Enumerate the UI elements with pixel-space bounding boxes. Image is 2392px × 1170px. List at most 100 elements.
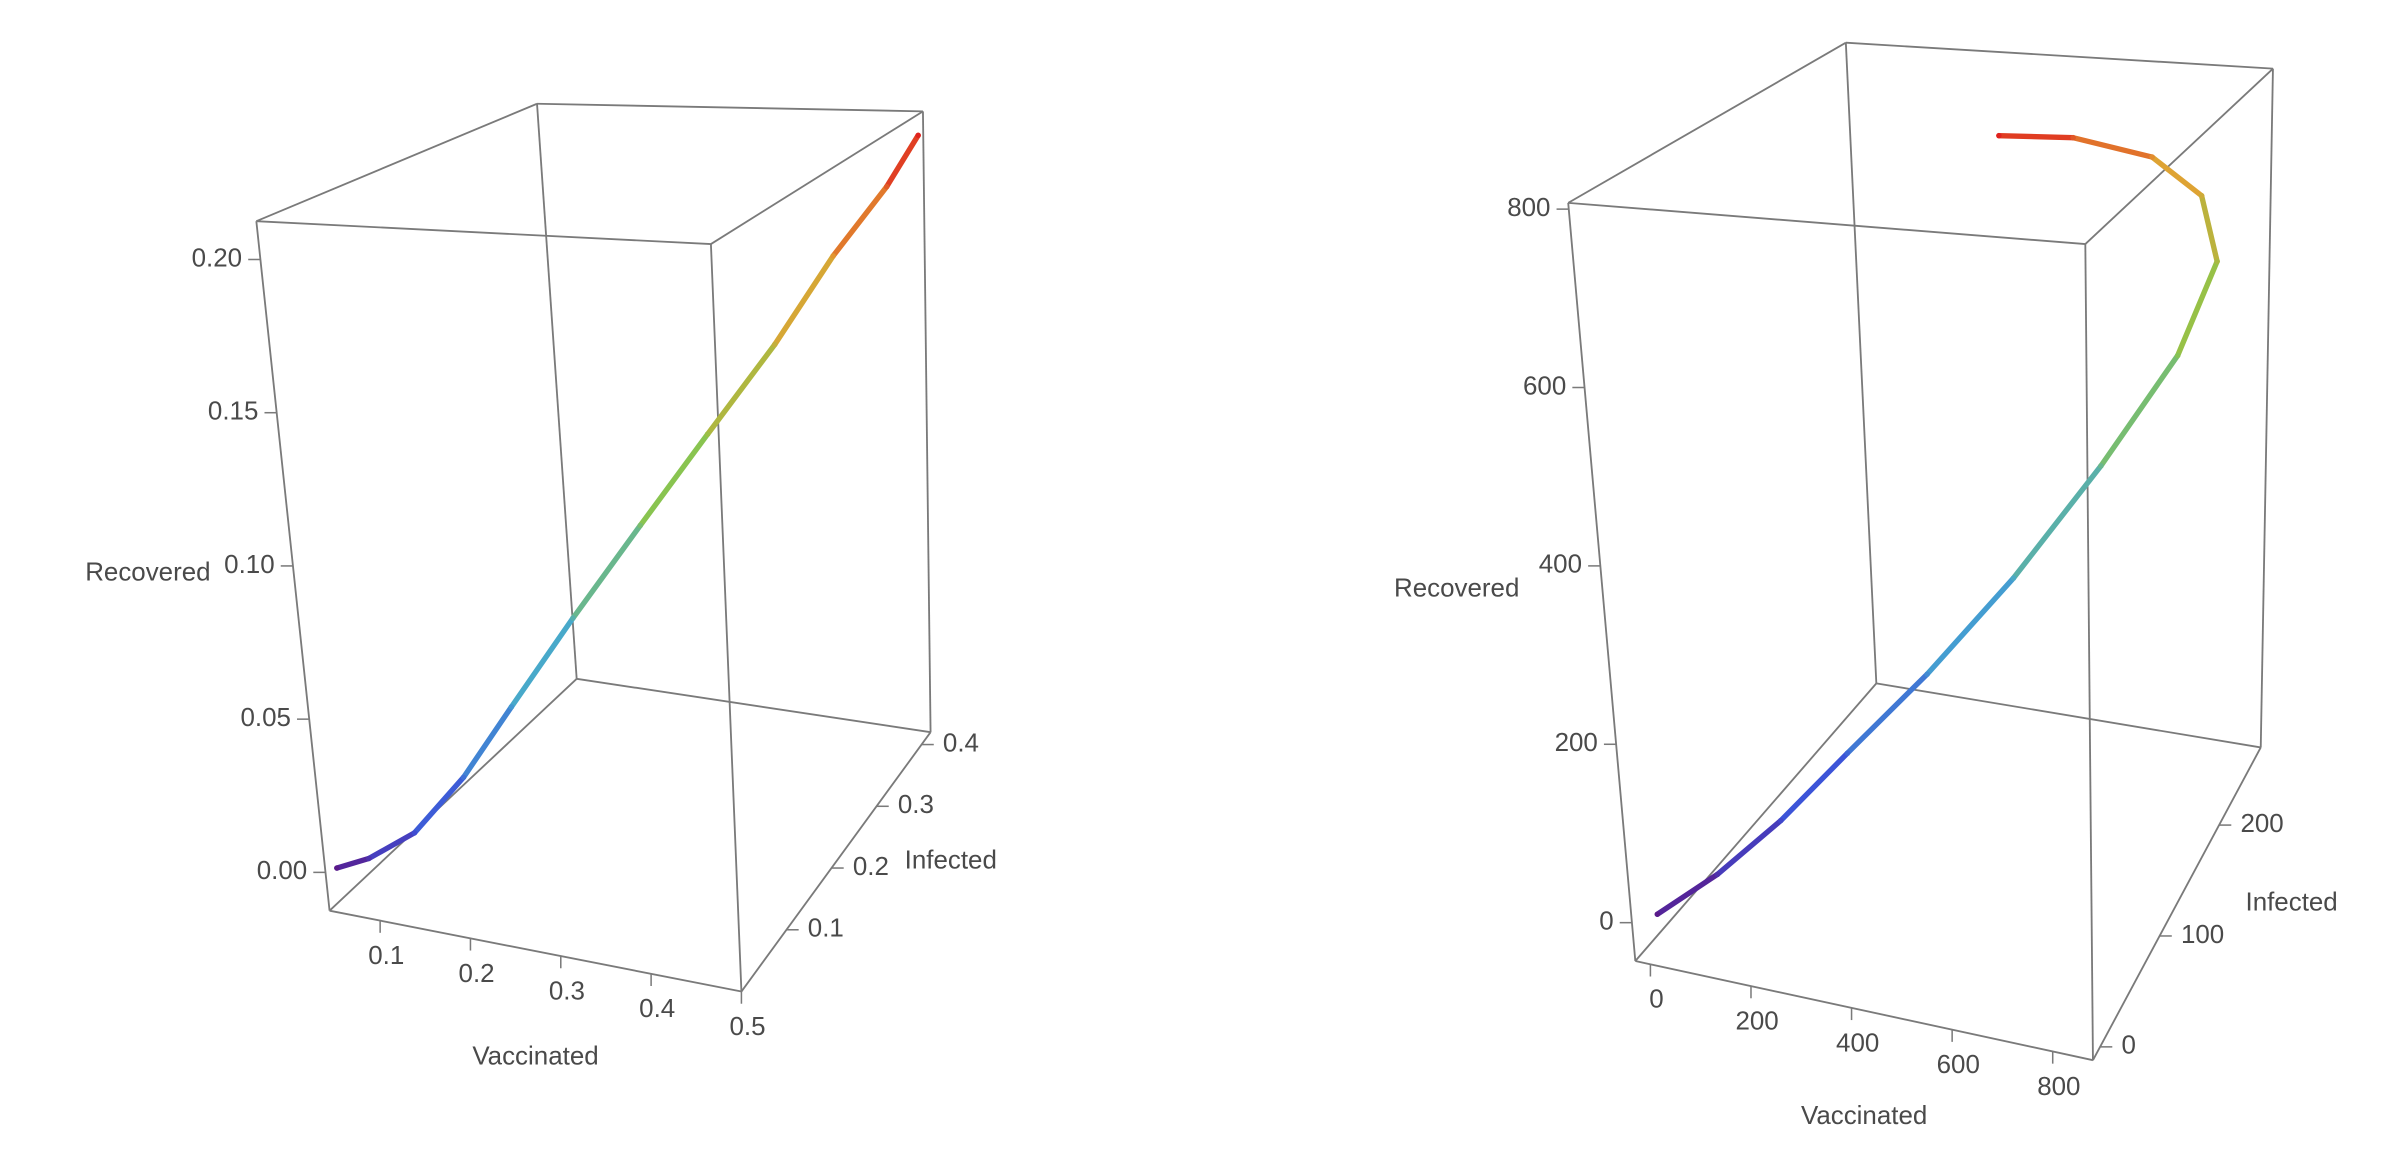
x-axis-label: Vaccinated bbox=[472, 1043, 598, 1071]
curve-segment bbox=[2070, 135, 2155, 160]
curve-point bbox=[2070, 134, 2076, 141]
x-tick-label: 0.3 bbox=[549, 978, 585, 1006]
y-tick-label: 0 bbox=[2121, 1032, 2135, 1060]
curve-segment bbox=[1654, 871, 1721, 917]
x-tick-label: 600 bbox=[1937, 1051, 1980, 1079]
z-tick-label: 0.15 bbox=[208, 398, 258, 426]
box-edge bbox=[922, 111, 932, 733]
z-tick-label: 0.05 bbox=[240, 704, 290, 732]
curve-segment bbox=[704, 341, 778, 437]
box-edge bbox=[2092, 747, 2262, 1061]
curve-point bbox=[2010, 575, 2017, 581]
box-edge bbox=[2084, 244, 2094, 1061]
box-edge bbox=[1876, 682, 2261, 749]
y-axis-label: Infected bbox=[2245, 889, 2337, 917]
box-edge bbox=[2259, 68, 2274, 748]
box-edge bbox=[1635, 960, 2094, 1062]
curve-point bbox=[704, 431, 711, 437]
curve-point bbox=[2174, 352, 2181, 359]
box-edge bbox=[1567, 202, 1637, 962]
curve-point bbox=[1714, 871, 1721, 878]
box-edge bbox=[1634, 682, 1878, 962]
curve-point bbox=[1654, 911, 1661, 917]
y-tick-label: 200 bbox=[2240, 810, 2283, 838]
curve-segment bbox=[334, 855, 372, 871]
box-edge bbox=[740, 731, 932, 993]
box-edge bbox=[1845, 41, 2274, 70]
curve-point bbox=[2149, 154, 2155, 160]
curve-segment bbox=[366, 830, 418, 862]
x-tick-label: 0 bbox=[1649, 986, 1663, 1014]
curve-point bbox=[570, 615, 576, 621]
curve-point bbox=[637, 522, 644, 529]
curve-segment bbox=[772, 253, 836, 348]
box-edge bbox=[576, 677, 931, 734]
curve-point bbox=[1778, 817, 1784, 824]
curve-segment bbox=[2149, 154, 2205, 199]
z-tick-label: 0 bbox=[1599, 908, 1613, 936]
z-axis-label: Recovered bbox=[1394, 574, 1519, 602]
x-tick-label: 0.4 bbox=[639, 995, 675, 1023]
curve-point bbox=[830, 253, 836, 259]
z-tick-label: 600 bbox=[1523, 372, 1566, 400]
x-tick-label: 0.1 bbox=[368, 942, 404, 970]
curve-segment bbox=[1714, 817, 1784, 878]
curve-segment bbox=[1844, 671, 1930, 756]
box-edge bbox=[1844, 42, 1878, 684]
x-tick-label: 0.2 bbox=[459, 960, 495, 988]
z-tick-label: 0.20 bbox=[192, 244, 242, 272]
z-tick-label: 0.00 bbox=[257, 857, 307, 885]
curve-segment bbox=[1778, 750, 1851, 824]
y-tick-label: 0.4 bbox=[943, 729, 979, 757]
curve-point bbox=[411, 830, 418, 836]
box-edge bbox=[2084, 67, 2274, 245]
x-tick-label: 800 bbox=[2037, 1073, 2080, 1101]
curve-point bbox=[334, 865, 340, 871]
y-tick-label: 0.1 bbox=[808, 915, 844, 943]
curve-segment bbox=[883, 132, 921, 190]
curve-segment bbox=[1996, 132, 2076, 141]
y-tick-label: 100 bbox=[2181, 921, 2224, 949]
x-tick-label: 0.5 bbox=[730, 1013, 766, 1041]
box-edge bbox=[256, 220, 711, 245]
curve-point bbox=[2214, 258, 2220, 265]
curve-point bbox=[772, 341, 778, 348]
x-axis-label: Vaccinated bbox=[1801, 1102, 1927, 1130]
z-tick-label: 0.10 bbox=[224, 551, 274, 579]
box-edge bbox=[536, 102, 923, 113]
z-tick-label: 200 bbox=[1555, 729, 1598, 757]
y-axis-label: Infected bbox=[905, 847, 997, 875]
curve-segment bbox=[411, 774, 467, 836]
x-tick-label: 400 bbox=[1836, 1029, 1879, 1057]
curve-segment bbox=[637, 431, 711, 529]
curve-point bbox=[366, 855, 372, 862]
curve-point bbox=[883, 183, 890, 190]
box-edge bbox=[710, 110, 924, 245]
curve-segment bbox=[1924, 575, 2017, 677]
curve-point bbox=[1844, 750, 1851, 756]
curve-segment bbox=[570, 522, 643, 621]
box-edge bbox=[536, 103, 578, 679]
curve-segment bbox=[830, 184, 890, 259]
z-tick-label: 400 bbox=[1539, 551, 1582, 579]
curve-segment bbox=[2098, 352, 2181, 469]
curve-point bbox=[2098, 463, 2104, 469]
z-tick-label: 800 bbox=[1507, 194, 1550, 222]
box-edge bbox=[255, 102, 538, 223]
curve-segment bbox=[2198, 193, 2220, 265]
curve-point bbox=[1996, 132, 2002, 139]
curve-segment bbox=[2010, 463, 2104, 581]
y-tick-label: 0.2 bbox=[853, 853, 889, 881]
curve-segment bbox=[508, 615, 576, 710]
curve-point bbox=[508, 704, 515, 710]
box-edge bbox=[1567, 41, 1847, 204]
curve-point bbox=[1924, 671, 1930, 677]
x-tick-label: 200 bbox=[1735, 1008, 1778, 1036]
box-edge bbox=[329, 909, 742, 993]
z-axis-label: Recovered bbox=[85, 558, 210, 586]
y-tick-label: 0.3 bbox=[898, 791, 934, 819]
curve-point bbox=[460, 774, 467, 781]
box-edge bbox=[1568, 201, 2086, 245]
